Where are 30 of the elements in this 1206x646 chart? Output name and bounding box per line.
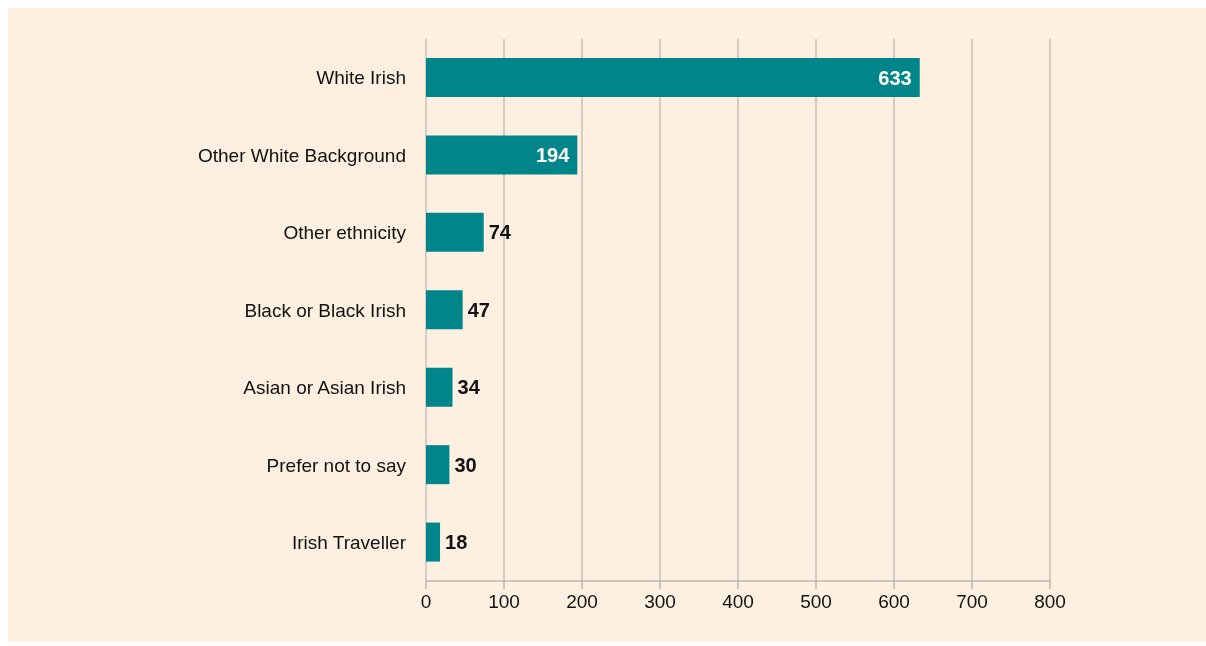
bar (426, 522, 441, 562)
x-tick-label: 700 (956, 591, 988, 613)
x-tick-label: 300 (644, 591, 676, 613)
data-label: 74 (488, 221, 512, 244)
x-tick-label: 0 (420, 591, 432, 613)
data-label: 30 (454, 453, 477, 476)
y-tick-label: Prefer not to say (266, 454, 407, 476)
y-tick-label: Asian or Asian Irish (243, 377, 406, 399)
data-label: 34 (457, 376, 481, 399)
bar (426, 367, 453, 407)
bar (426, 290, 463, 330)
data-label: 633 (878, 66, 912, 89)
x-tick-label: 200 (566, 591, 598, 613)
bar (426, 445, 450, 485)
y-tick-label: Irish Traveller (291, 532, 407, 554)
bar (426, 135, 578, 175)
y-tick-label: Other ethnicity (283, 222, 407, 244)
x-tick-label: 800 (1034, 591, 1066, 613)
x-tick-label: 500 (800, 591, 832, 613)
y-tick-label: White Irish (316, 67, 406, 89)
bar (426, 212, 484, 252)
y-tick-label: Other White Background (197, 144, 406, 166)
y-tick-label: Black or Black Irish (244, 299, 406, 321)
bar (426, 58, 920, 97)
x-tick-label: 600 (878, 591, 910, 613)
data-label: 194 (535, 143, 571, 166)
data-label: 47 (467, 298, 490, 321)
data-label: 18 (445, 531, 468, 554)
x-tick-label: 100 (488, 591, 520, 613)
x-tick-label: 400 (722, 591, 754, 613)
